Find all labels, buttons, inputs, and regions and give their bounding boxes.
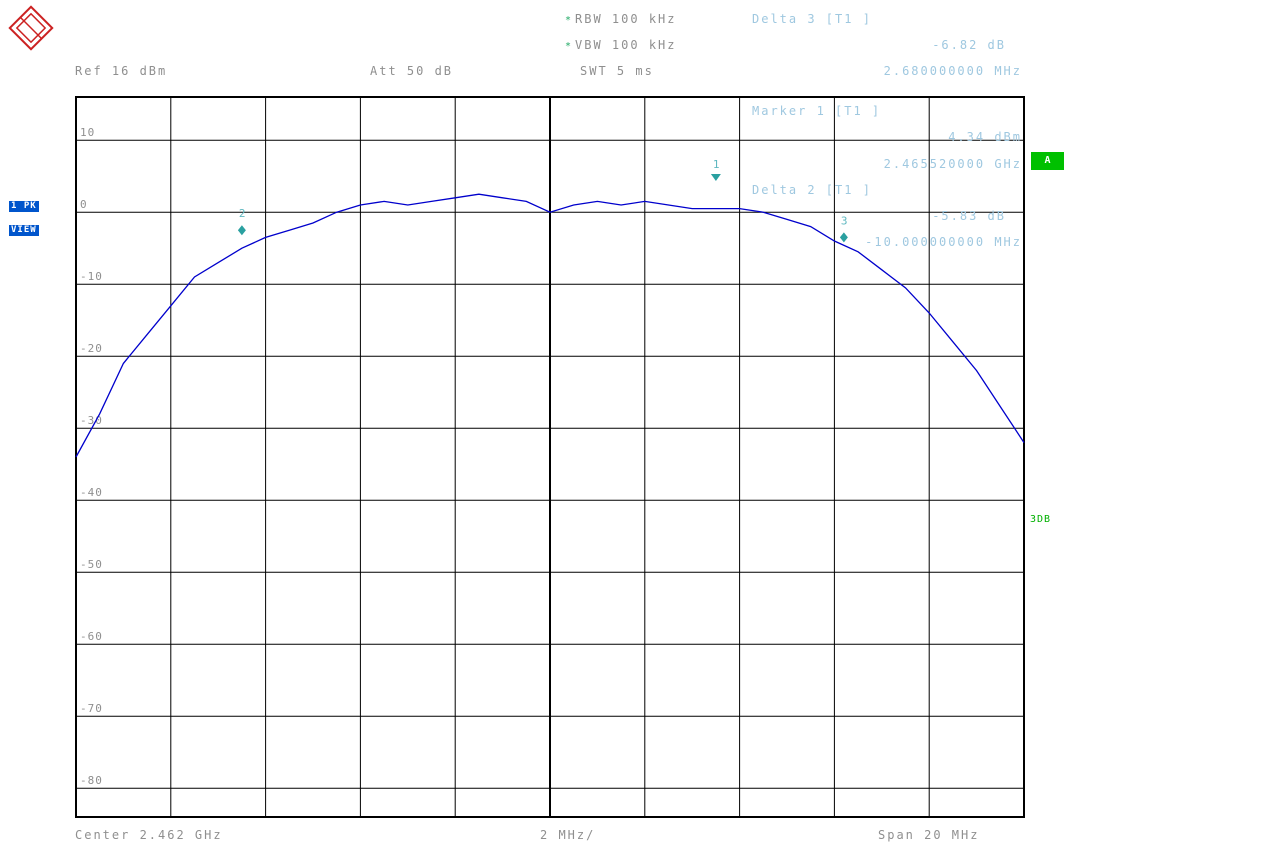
span-label: Span 20 MHz (878, 828, 980, 842)
marker-1: 1 (710, 158, 721, 181)
marker-diamond (237, 225, 246, 236)
marker1-level: 4.34 dBm (948, 130, 1022, 144)
center-frequency-label: Center 2.462 GHz (75, 828, 223, 842)
marker-label: 1 (713, 158, 720, 171)
rbw-label: * RBW 100 kHz (565, 12, 677, 26)
sweep-time-label: SWT 5 ms (580, 64, 654, 78)
y-tick-labels: 10 0 -10 -20 -30 -40 -50 -60 -70 -80 (80, 126, 103, 787)
marker1-title: Marker 1 [T1 ] (752, 104, 882, 118)
marker-label: 3 (841, 214, 848, 227)
a-badge: A (1031, 152, 1064, 170)
vbw-label: * VBW 100 kHz (565, 38, 677, 52)
delta2-freq: -10.000000000 MHz (865, 235, 1022, 249)
delta3-freq: 2.680000000 MHz (883, 64, 1022, 78)
y-tick-label: -10 (80, 270, 103, 283)
y-tick-label: -20 (80, 342, 103, 355)
threshold-label: 3DB (1030, 514, 1052, 525)
delta2-level: -5.83 dB (932, 209, 1006, 223)
delta2-title: Delta 2 [T1 ] (752, 183, 872, 197)
delta3-title: Delta 3 [T1 ] (752, 12, 872, 26)
y-tick-label: -80 (80, 774, 103, 787)
y-tick-label: 0 (80, 198, 88, 211)
attenuation-label: Att 50 dB (370, 64, 454, 78)
trace-line (75, 193, 1025, 458)
markers-group: 1 2 3 (237, 158, 848, 243)
frequency-division-label: 2 MHz/ (540, 828, 596, 842)
y-tick-label: -70 (80, 702, 103, 715)
marker-2: 2 (237, 207, 246, 236)
rs-logo-icon (8, 5, 54, 51)
trace-mode-badge: 1 PK (9, 201, 39, 212)
y-tick-label: -40 (80, 486, 103, 499)
trace-view-badge: VIEW (9, 225, 39, 236)
plot-grid (75, 96, 1025, 818)
marker-diamond (839, 232, 848, 243)
y-tick-label: -50 (80, 558, 103, 571)
marker-label: 2 (239, 207, 246, 220)
ref-level-label: Ref 16 dBm (75, 64, 168, 78)
marker-3: 3 (839, 214, 848, 243)
marker-triangle (710, 173, 721, 181)
y-tick-label: 10 (80, 126, 95, 139)
marker1-freq: 2.465520000 GHz (883, 157, 1022, 171)
delta3-level: -6.82 dB (932, 38, 1006, 52)
y-tick-label: -60 (80, 630, 103, 643)
y-tick-label: -30 (80, 414, 103, 427)
